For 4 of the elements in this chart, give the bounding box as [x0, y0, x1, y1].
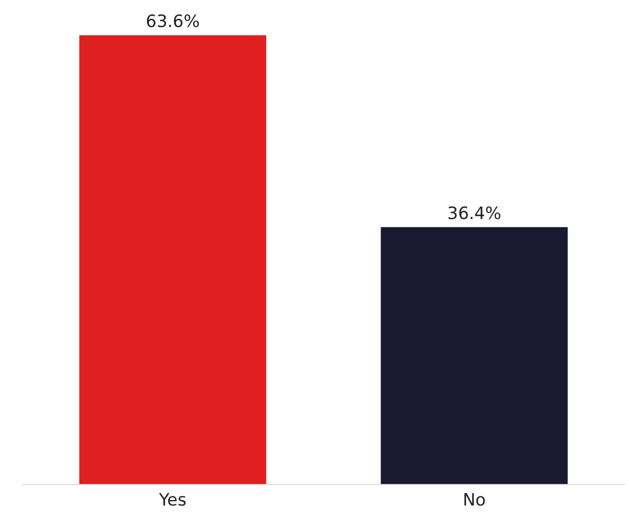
data-label: 63.6% [146, 12, 200, 32]
data-label: 36.4% [447, 204, 502, 224]
x-tick-label: Yes [158, 490, 187, 510]
x-tick-label: No [462, 490, 486, 510]
